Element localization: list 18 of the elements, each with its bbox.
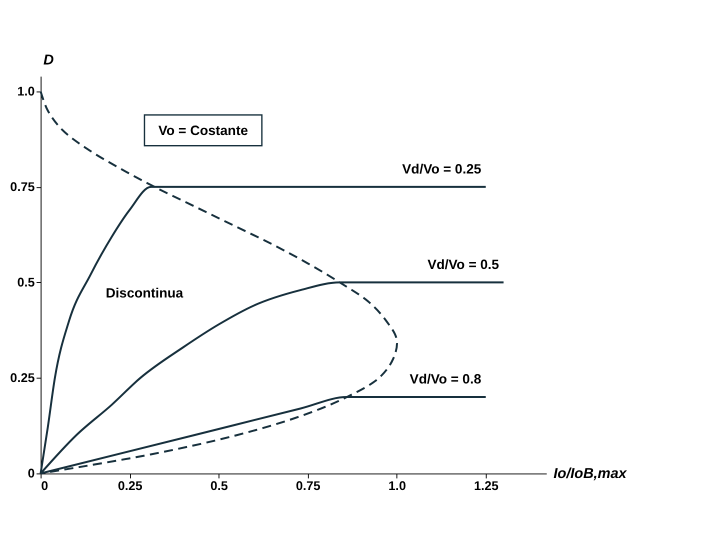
x-tick-label: 1.25 [474, 479, 499, 494]
x-tick-label: 0.5 [210, 479, 228, 494]
series-label: Vd/Vo = 0.25 [402, 161, 482, 176]
y-axis-title: D [43, 52, 54, 68]
y-tick-label: 0.75 [10, 180, 35, 194]
series-label: Vd/Vo = 0.8 [410, 371, 482, 386]
x-tick-label: 0 [41, 479, 48, 494]
series-label: Vd/Vo = 0.5 [427, 256, 500, 272]
annotation: Vo = Costante [158, 122, 248, 138]
y-tick-label: 0.5 [17, 275, 35, 290]
y-tick-label: 1.0 [17, 84, 35, 98]
annotation: Discontinua [106, 285, 184, 300]
y-tick-label: 0 [28, 466, 35, 481]
x-tick-label: 0.25 [118, 479, 142, 494]
x-tick-label: 1.0 [388, 479, 406, 494]
x-tick-label: 0.75 [296, 479, 320, 494]
x-axis-title: Io/IoB,max [554, 466, 628, 482]
y-tick-label: 0.25 [10, 371, 35, 385]
